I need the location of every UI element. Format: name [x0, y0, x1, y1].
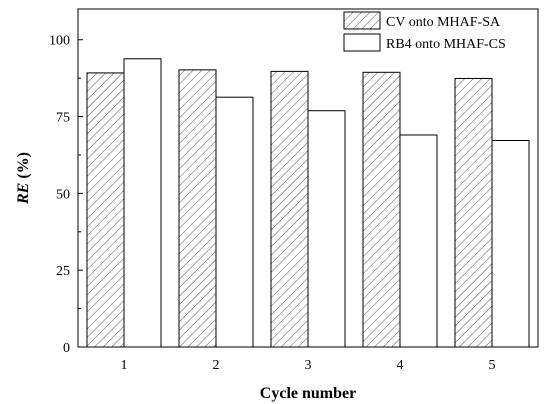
- legend-label-cv: CV onto MHAF-SA: [386, 15, 501, 30]
- bar-series2-cycle-5: [491, 140, 530, 348]
- x-tick-label-2: 2: [213, 358, 220, 373]
- bar-series1-cycle-5: [454, 77, 493, 348]
- bar-series2-cycle-4: [399, 134, 438, 348]
- legend-swatch-cv: [343, 11, 381, 30]
- bar-series2-cycle-2: [215, 96, 254, 348]
- y-tick-label-50: 50: [56, 187, 70, 202]
- y-axis-title-italic: RE: [15, 183, 32, 205]
- y-axis: 0 25 50 75 100: [49, 34, 83, 356]
- legend: CV onto MHAF-SA RB4 onto MHAF-CS: [343, 11, 506, 52]
- y-tick-label-25: 25: [56, 264, 70, 279]
- x-tick-label-1: 1: [121, 358, 128, 373]
- bars-group: [86, 58, 530, 348]
- bar-series2-cycle-3: [307, 110, 346, 348]
- bar-series1-cycle-4: [362, 71, 401, 348]
- bar-series1-cycle-2: [178, 69, 217, 348]
- y-axis-title-unit: (%): [15, 152, 32, 183]
- x-tick-label-4: 4: [397, 358, 404, 373]
- bar-series2-cycle-1: [123, 58, 162, 348]
- bar-series1-cycle-1: [86, 72, 125, 348]
- y-tick-label-0: 0: [63, 341, 70, 356]
- y-axis-title: RE (%): [15, 152, 32, 205]
- x-axis: 1 2 3 4 5: [121, 342, 496, 373]
- legend-swatch-rb4: [343, 33, 381, 52]
- bar-series1-cycle-3: [270, 70, 309, 348]
- y-tick-label-75: 75: [56, 111, 70, 126]
- y-tick-label-100: 100: [49, 34, 70, 49]
- legend-label-rb4: RB4 onto MHAF-CS: [386, 37, 506, 52]
- x-tick-label-5: 5: [489, 358, 496, 373]
- x-axis-title: Cycle number: [260, 385, 356, 402]
- x-tick-label-3: 3: [305, 358, 312, 373]
